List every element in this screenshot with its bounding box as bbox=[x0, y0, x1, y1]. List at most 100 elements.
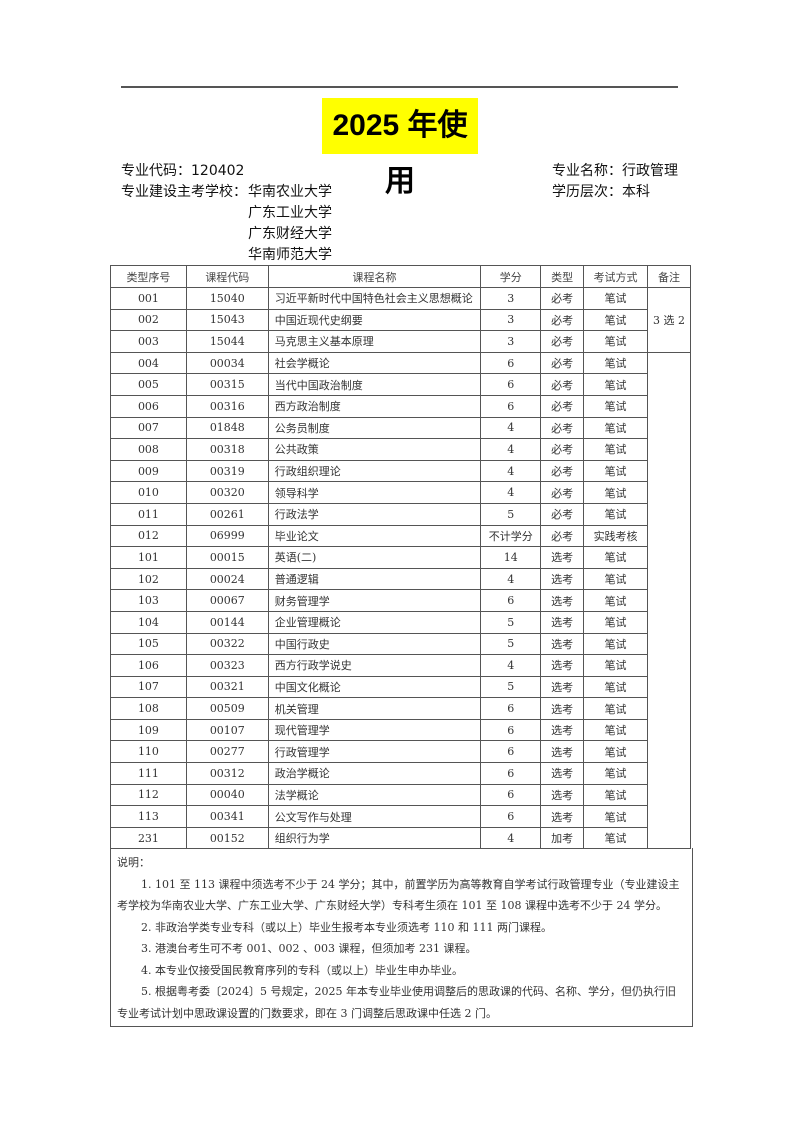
table-cell: 笔试 bbox=[583, 740, 648, 764]
table-cell: 102 bbox=[110, 567, 187, 591]
table-cell: 法学概论 bbox=[267, 783, 482, 807]
table-cell: 008 bbox=[110, 438, 187, 461]
table-cell: 00312 bbox=[185, 762, 269, 785]
table-cell: 必考 bbox=[540, 394, 585, 418]
table-cell: 笔试 bbox=[583, 351, 648, 375]
table-cell: 6 bbox=[480, 762, 542, 785]
major-code: 专业代码：120402 bbox=[121, 161, 244, 181]
school: 广东财经大学 bbox=[248, 226, 332, 242]
table-row: 003 15044 马克思主义基本原理 3 必考 笔试 bbox=[110, 330, 691, 353]
table-cell: 笔试 bbox=[583, 610, 648, 634]
table-cell: 4 bbox=[480, 654, 542, 677]
table-row: 012 06999 毕业论文 不计学分 必考 实践考核 bbox=[110, 524, 691, 548]
table-cell: 011 bbox=[110, 502, 187, 526]
column-header: 类型 bbox=[540, 265, 585, 288]
table-cell: 笔试 bbox=[583, 330, 648, 353]
table-cell: 111 bbox=[110, 762, 187, 785]
table-cell: 106 bbox=[110, 654, 187, 677]
note-item: 5. 根据粤考委〔2024〕5 号规定，2025 年本专业毕业使用调整后的思政课… bbox=[117, 985, 676, 1020]
table-cell: 笔试 bbox=[583, 783, 648, 807]
table-cell: 005 bbox=[110, 373, 187, 396]
table-cell: 00277 bbox=[185, 740, 269, 764]
table-cell: 笔试 bbox=[583, 502, 648, 526]
table-cell: 马克思主义基本原理 bbox=[267, 330, 482, 353]
table-row: 006 00316 西方政治制度 6 必考 笔试 bbox=[110, 394, 691, 418]
table-cell: 00040 bbox=[185, 783, 269, 807]
table-cell: 中国近现代史纲要 bbox=[267, 308, 482, 332]
table-cell: 选考 bbox=[540, 697, 585, 720]
table-cell: 笔试 bbox=[583, 632, 648, 656]
table-cell: 毕业论文 bbox=[267, 524, 482, 548]
note-item: 3. 港澳台考生可不考 001、002 、003 课程，但须加考 231 课程。 bbox=[141, 942, 477, 955]
level-label: 学历层次： bbox=[552, 184, 622, 200]
table-cell: 笔试 bbox=[583, 459, 648, 483]
table-cell: 104 bbox=[110, 610, 187, 634]
table-cell: 必考 bbox=[540, 373, 585, 396]
table-cell: 00315 bbox=[185, 373, 269, 396]
table-cell: 西方政治制度 bbox=[267, 394, 482, 418]
table-cell: 6 bbox=[480, 783, 542, 807]
table-cell: 113 bbox=[110, 805, 187, 828]
table-row: 002 15043 中国近现代史纲要 3 必考 笔试 bbox=[110, 308, 691, 332]
table-cell: 笔试 bbox=[583, 438, 648, 461]
table-cell: 公务员制度 bbox=[267, 416, 482, 440]
table-cell: 不计学分 bbox=[480, 524, 542, 548]
table-cell: 4 bbox=[480, 459, 542, 483]
table-cell: 00341 bbox=[185, 805, 269, 828]
table-cell: 5 bbox=[480, 610, 542, 634]
schools-list: 华南农业大学 广东工业大学 广东财经大学 华南师范大学 bbox=[248, 182, 332, 266]
table-cell: 选考 bbox=[540, 783, 585, 807]
school: 华南农业大学 bbox=[248, 184, 332, 200]
table-cell: 选考 bbox=[540, 610, 585, 634]
table-cell: 行政管理学 bbox=[267, 740, 482, 764]
column-header: 类型序号 bbox=[110, 265, 187, 288]
table-cell: 习近平新时代中国特色社会主义思想概论 bbox=[267, 287, 482, 310]
remark-cell: 3 选 2 bbox=[647, 287, 691, 353]
table-cell: 002 bbox=[110, 308, 187, 332]
table-cell: 15044 bbox=[185, 330, 269, 353]
table-row: 111 00312 政治学概论 6 选考 笔试 bbox=[110, 762, 691, 785]
table-row: 103 00067 财务管理学 6 选考 笔试 bbox=[110, 589, 691, 612]
table-cell: 笔试 bbox=[583, 589, 648, 612]
table-cell: 必考 bbox=[540, 438, 585, 461]
table-cell: 选考 bbox=[540, 740, 585, 764]
table-cell: 00152 bbox=[185, 826, 269, 850]
table-cell: 选考 bbox=[540, 718, 585, 742]
note-item: 4. 本专业仅接受国民教育序列的专科（或以上）毕业生申办毕业。 bbox=[141, 963, 463, 977]
table-cell: 3 bbox=[480, 330, 542, 353]
table-cell: 4 bbox=[480, 438, 542, 461]
schools-label: 专业建设主考学校： bbox=[121, 184, 247, 200]
table-cell: 必考 bbox=[540, 287, 585, 310]
table-cell: 00320 bbox=[185, 481, 269, 504]
table-row: 001 15040 习近平新时代中国特色社会主义思想概论 3 必考 笔试 3 选 2 bbox=[110, 287, 691, 353]
table-cell: 105 bbox=[110, 632, 187, 656]
table-cell: 选考 bbox=[540, 805, 585, 828]
table-row: 011 00261 行政法学 5 必考 笔试 bbox=[110, 502, 691, 526]
table-cell: 110 bbox=[110, 740, 187, 764]
table-row: 007 01848 公务员制度 4 必考 笔试 bbox=[110, 416, 691, 440]
table-cell: 加考 bbox=[540, 826, 585, 850]
table-cell: 笔试 bbox=[583, 654, 648, 677]
table-cell: 6 bbox=[480, 697, 542, 720]
table-cell: 6 bbox=[480, 740, 542, 764]
table-header: 类型序号 课程代码 课程名称 学分 类型 考试方式 备注 bbox=[110, 265, 691, 288]
major-name: 专业名称：行政管理 bbox=[552, 161, 678, 181]
top-rule bbox=[121, 86, 678, 88]
table-cell: 笔试 bbox=[583, 287, 648, 310]
table-cell: 112 bbox=[110, 783, 187, 807]
table-cell: 机关管理 bbox=[267, 697, 482, 720]
table-cell: 00323 bbox=[185, 654, 269, 677]
table-cell: 6 bbox=[480, 718, 542, 742]
table-cell: 必考 bbox=[540, 459, 585, 483]
table-cell: 笔试 bbox=[583, 394, 648, 418]
table-row: 005 00315 当代中国政治制度 6 必考 笔试 bbox=[110, 373, 691, 396]
table-cell: 必考 bbox=[540, 330, 585, 353]
table-cell: 选考 bbox=[540, 567, 585, 591]
column-header: 学分 bbox=[480, 265, 542, 288]
table-cell: 3 bbox=[480, 287, 542, 310]
table-cell: 231 bbox=[110, 826, 187, 850]
table-row: 102 00024 普通逻辑 4 选考 笔试 bbox=[110, 567, 691, 591]
major-name-value: 行政管理 bbox=[622, 163, 678, 179]
table-row: 010 00320 领导科学 4 必考 笔试 bbox=[110, 481, 691, 504]
table-cell: 06999 bbox=[185, 524, 269, 548]
